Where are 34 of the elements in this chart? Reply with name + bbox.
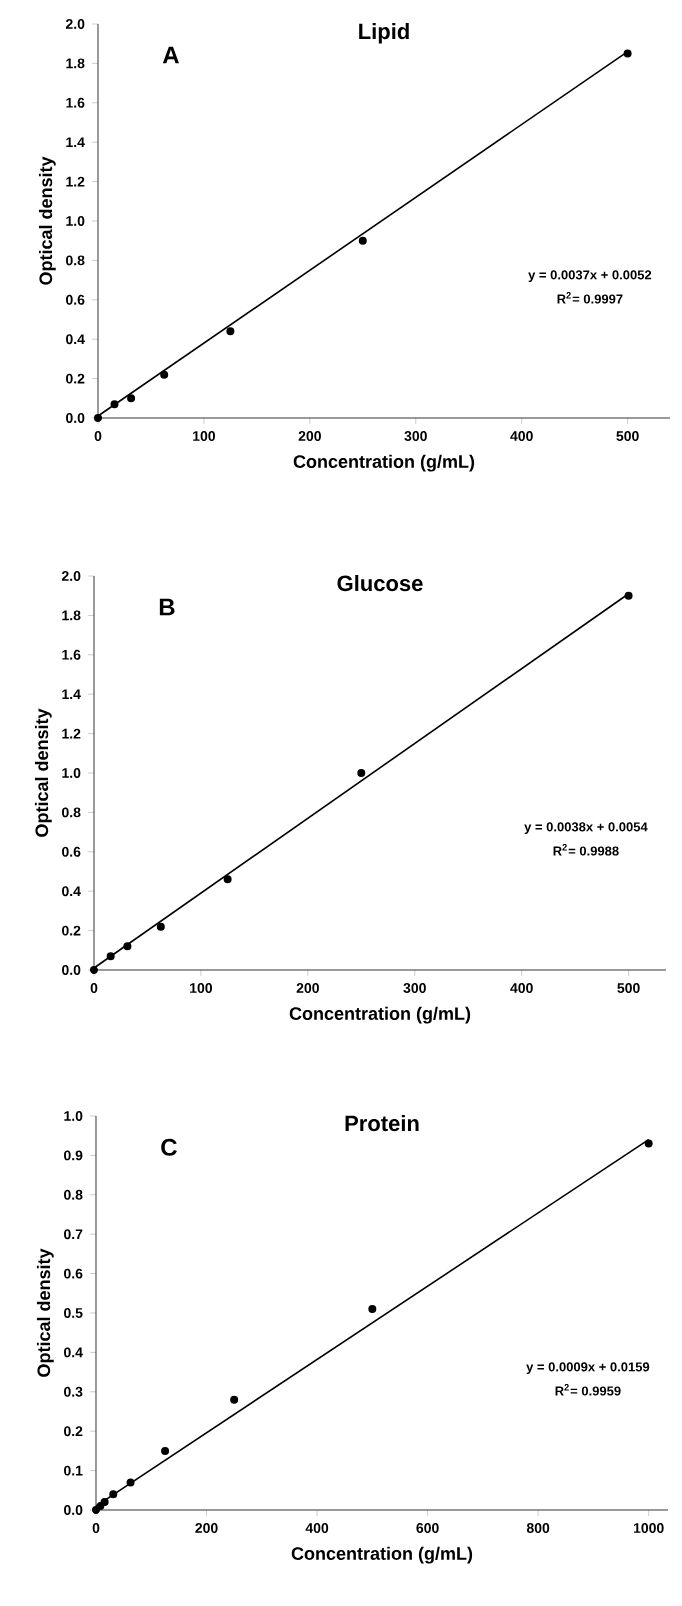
y-axis-title: Optical density — [38, 156, 56, 285]
x-axis-title: Concentration (g/mL) — [291, 1546, 473, 1564]
annotation: A — [162, 46, 179, 64]
y-axis-title: Optical density — [36, 1248, 54, 1377]
point — [156, 922, 165, 931]
point — [100, 1498, 109, 1507]
point — [127, 394, 136, 403]
annotation: B — [159, 598, 175, 616]
point — [94, 413, 102, 422]
point — [357, 769, 366, 777]
chart-title: Protein — [345, 1115, 419, 1132]
y-axis-title: Optical density — [34, 708, 52, 837]
point — [126, 1478, 135, 1487]
x-axis-title: Concentration (g/mL) — [289, 1006, 471, 1024]
point — [90, 965, 98, 974]
point — [230, 1395, 239, 1404]
x-axis-title: Concentration (g/mL) — [293, 454, 475, 472]
chart-title: Glucose — [337, 575, 423, 592]
point — [623, 49, 632, 58]
point — [161, 1446, 170, 1455]
point — [123, 942, 132, 951]
point — [106, 952, 115, 961]
point — [223, 875, 232, 884]
point — [160, 370, 169, 379]
chart-title: Lipid — [359, 23, 409, 44]
point — [92, 1505, 100, 1514]
point — [109, 1490, 118, 1499]
point — [110, 400, 119, 409]
point — [358, 236, 367, 245]
annotation: C — [161, 1138, 177, 1156]
point — [624, 591, 633, 600]
point — [368, 1305, 377, 1314]
point — [644, 1139, 653, 1148]
point — [226, 327, 235, 336]
